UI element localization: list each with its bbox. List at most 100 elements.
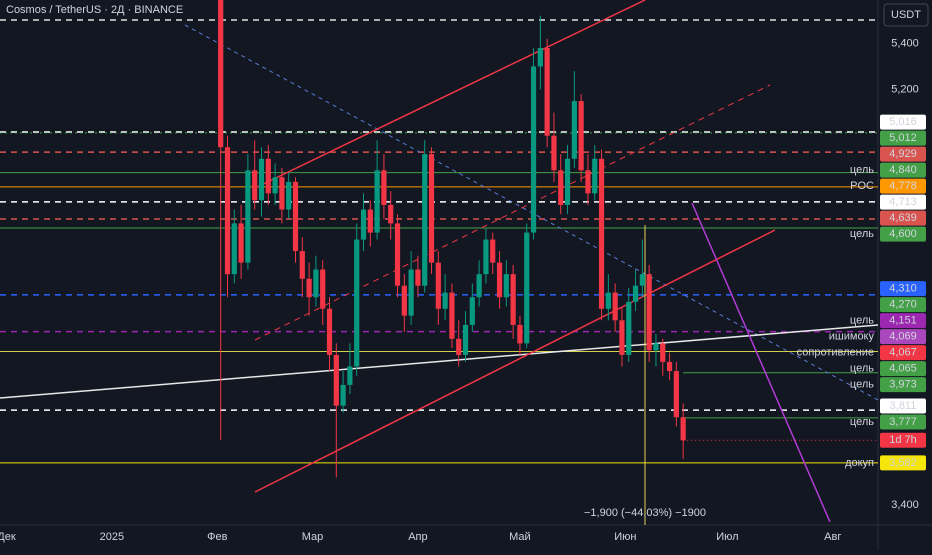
candles [218,0,878,478]
candle-body [354,239,360,367]
candle-body [598,158,605,309]
measure-label: −1,900 (−44,03%) −1900 [584,507,706,519]
level-note: POC [850,180,874,192]
price-tag [880,377,926,393]
price-tag-label: 3,582 [889,457,917,469]
price-tag-label: 5,012 [889,132,917,144]
price-tag-label: 3,973 [889,379,917,391]
level-note: цель [850,379,874,391]
price-tag-label: 4,310 [889,283,917,295]
x-tick-label: Мар [302,531,324,543]
price-tag-label: 5,016 [889,116,917,128]
price-tag-label: 4,713 [889,196,917,208]
candle-body [245,170,251,263]
candle-body [524,232,530,344]
candle-body [224,147,231,275]
price-tag [880,414,926,430]
price-tag [880,361,926,377]
level-note: цель [850,416,874,428]
candle-body [660,343,666,362]
candle-body [428,154,435,263]
candle-body [292,181,299,252]
candle-body [503,274,509,298]
candle-body [313,269,319,298]
candle-body [592,158,598,194]
candle-body [265,158,271,194]
candle-body [415,269,421,286]
candle-body [340,384,346,406]
candle-body [605,292,611,309]
level-note: цель [850,164,874,176]
price-tag-label: 4,639 [889,212,917,224]
price-tag-label: 4,069 [889,331,917,343]
channel-line [254,229,776,493]
price-tag [880,130,926,146]
price-tag-label: 4,929 [889,148,917,160]
countdown-tag [880,432,926,448]
candle-body [483,239,489,275]
price-tag-label: 4,067 [889,347,917,359]
level-note: ишимоку [829,331,875,343]
price-tag [880,455,926,471]
candle-body [320,269,326,309]
countdown-label: 1d 7h [889,434,917,446]
candle-body [469,297,475,325]
candle-body [558,170,564,205]
candle-body [462,324,469,355]
price-tags: 5,016 5,012 4,929 4,840 цель 4,778 POC 4,713 4,6… [797,114,926,471]
candle-body [360,209,367,240]
y-tick-label: 5,200 [891,83,919,95]
candle-body [449,292,455,339]
candle-body [252,170,258,201]
level-note: докуп [845,457,874,469]
candle-body [476,274,482,298]
candle-body [422,154,428,286]
x-tick-label: Апр [408,531,427,543]
candle-body [231,223,237,275]
candle-body [326,308,333,355]
candle-body [408,269,414,316]
candle-body [394,223,401,286]
price-tag [880,178,926,194]
candle-body [381,170,387,205]
chart-title: Cosmos / TetherUS · 2Д · BINANCE [6,4,183,16]
price-tag [880,146,926,162]
currency-button[interactable] [883,3,929,27]
candle-body [585,170,591,194]
candle-body [626,301,632,355]
candle-body [272,177,278,194]
candle-body [238,223,244,263]
candle-body [490,239,496,263]
price-tag-label: 3,811 [890,400,917,412]
candle-body [456,338,462,355]
level-note: цель [850,315,874,327]
price-tag-label: 4,840 [889,164,917,176]
candle-body [388,204,394,224]
x-tick-label: Июн [614,531,636,543]
price-tag-label: 3,777 [889,416,917,428]
level-note: цель [850,228,874,240]
price-tag [880,210,926,226]
price-tag-label: 4,600 [889,228,917,240]
candle-body [218,0,224,148]
candle-body [639,274,645,286]
candle-body [401,285,407,316]
price-tag-label: 4,151 [889,315,917,327]
currency-label[interactable]: USDT [891,9,921,21]
candle-body [564,158,571,205]
candle-body [299,251,305,279]
candle-body [279,177,285,210]
candle-body [646,274,652,351]
candle-body [578,101,584,171]
candle-body [517,324,523,344]
candle-body [367,209,373,233]
y-tick-label: 3,400 [891,499,919,511]
candle-body [571,101,577,159]
price-tag-label: 4,065 [889,363,917,375]
x-tick-label: 2025 [100,531,124,543]
x-tick-label: Май [509,531,531,543]
level-note: сопротивление [797,347,874,359]
candle-body [632,285,639,302]
